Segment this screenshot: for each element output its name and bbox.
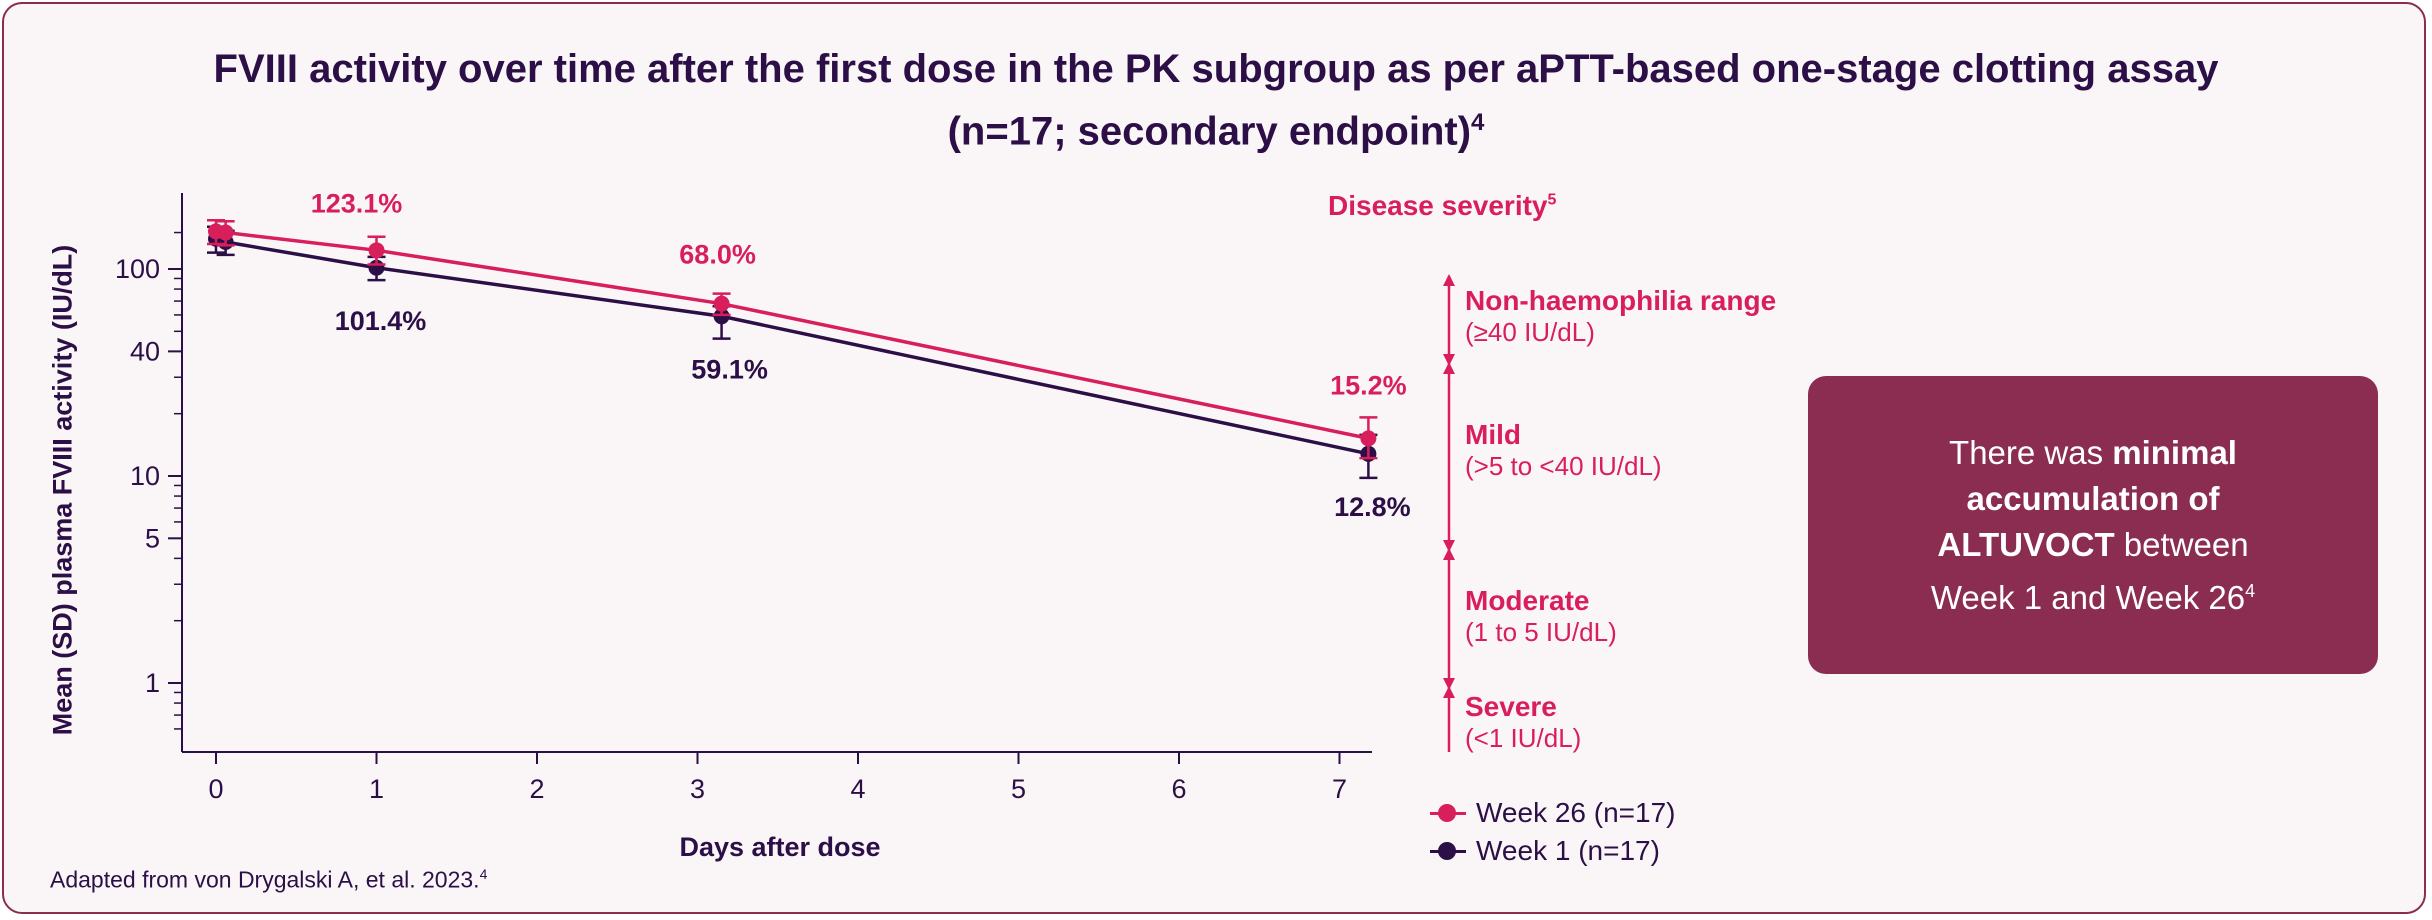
data-label: 59.1% [691, 354, 768, 384]
y-tick-label: 1 [145, 668, 160, 698]
severity-band-name: Mild [1465, 419, 1521, 450]
data-point [217, 224, 234, 241]
x-tick-label: 4 [850, 774, 865, 804]
callout-superscript: 4 [2245, 580, 2256, 601]
legend-label-week-1: Week 1 (n=17) [1476, 835, 1660, 866]
series-line-week-1 [215, 237, 1369, 456]
severity-band-range: (1 to 5 IU/dL) [1465, 617, 1617, 647]
severity-band-range: (>5 to <40 IU/dL) [1465, 451, 1662, 481]
disease-severity-title: Disease severity5 [1328, 190, 1556, 222]
data-label: 68.0% [679, 240, 756, 270]
accumulation-callout: There was minimal accumulation of ALTUVO… [1808, 376, 2378, 674]
x-tick-label: 7 [1332, 774, 1347, 804]
source-superscript: 4 [479, 866, 488, 882]
y-tick-label: 100 [115, 254, 160, 284]
x-axis-label: Days after dose [679, 832, 881, 862]
x-tick-label: 5 [1011, 774, 1026, 804]
y-tick-label: 10 [130, 461, 160, 491]
x-tick-label: 6 [1171, 774, 1186, 804]
severity-arrow-non-haemophilia-head-down [1443, 354, 1455, 366]
legend-marker-week-26 [1430, 803, 1466, 823]
severity-band-non-haemophilia: Non-haemophilia range (≥40 IU/dL) [1465, 284, 1776, 347]
chart-title: FVIII activity over time after the first… [0, 42, 2432, 158]
y-axis-label: Mean (SD) plasma FVIII activity (IU/dL) [47, 244, 78, 736]
title-superscript: 4 [1471, 109, 1485, 136]
severity-arrow-non-haemophilia-head-up [1443, 274, 1455, 286]
legend-marker-week-1 [1430, 841, 1466, 861]
callout-text-part-2: between Week 1 and Week 26 [1930, 525, 2249, 616]
y-tick-label: 40 [130, 336, 160, 366]
legend-dot-week-1 [1438, 842, 1456, 860]
severity-band-name: Non-haemophilia range [1465, 285, 1777, 316]
severity-arrow-severe-head-up [1443, 686, 1455, 698]
data-label: 12.8% [1334, 492, 1411, 522]
x-tick-label: 3 [690, 774, 705, 804]
y-tick-label: 5 [145, 523, 160, 553]
chart-legend: Week 26 (n=17) Week 1 (n=17) [1430, 794, 1676, 870]
severity-band-range: (<1 IU/dL) [1465, 723, 1582, 753]
severity-band-name: Moderate [1465, 585, 1590, 616]
title-line-1: FVIII activity over time after the first… [213, 47, 2219, 91]
callout-text-part-1: There was [1949, 433, 2113, 471]
data-point [713, 295, 730, 312]
disease-severity-title-text: Disease severity [1328, 190, 1548, 221]
disease-severity-superscript: 5 [1547, 191, 1557, 209]
x-tick-label: 2 [529, 774, 544, 804]
legend-dot-week-26 [1438, 804, 1456, 822]
legend-item-week-1: Week 1 (n=17) [1430, 832, 1676, 870]
severity-arrow-moderate-head-up [1443, 548, 1455, 560]
callout-text: There was minimal accumulation of ALTUVO… [1908, 430, 2278, 621]
severity-band-moderate: Moderate (1 to 5 IU/dL) [1465, 584, 1617, 647]
legend-item-week-26: Week 26 (n=17) [1430, 794, 1676, 832]
x-tick-label: 1 [369, 774, 384, 804]
data-point [1360, 430, 1377, 447]
severity-band-range: (≥40 IU/dL) [1465, 317, 1595, 347]
severity-arrow-moderate-head-down [1443, 678, 1455, 690]
severity-band-name: Severe [1465, 691, 1557, 722]
title-line-2: (n=17; secondary endpoint)4 [0, 96, 2432, 158]
data-label: 123.1% [311, 188, 403, 218]
data-point [368, 242, 385, 259]
source-text: Adapted from von Drygalski A, et al. 202… [50, 866, 480, 893]
data-point [713, 308, 730, 325]
severity-band-severe: Severe (<1 IU/dL) [1465, 690, 1581, 753]
x-tick-label: 0 [208, 774, 223, 804]
callout-text-bold: minimal accumulation of ALTUVOCT [1937, 433, 2237, 563]
severity-arrow-mild-head-up [1443, 362, 1455, 374]
severity-band-mild: Mild (>5 to <40 IU/dL) [1465, 418, 1662, 481]
data-label: 101.4% [335, 306, 427, 336]
data-label: 15.2% [1330, 370, 1407, 400]
title-line-2-text: (n=17; secondary endpoint) [947, 109, 1472, 154]
source-note: Adapted from von Drygalski A, et al. 202… [50, 866, 487, 894]
severity-arrow-mild-head-down [1443, 540, 1455, 552]
legend-label-week-26: Week 26 (n=17) [1476, 797, 1676, 828]
